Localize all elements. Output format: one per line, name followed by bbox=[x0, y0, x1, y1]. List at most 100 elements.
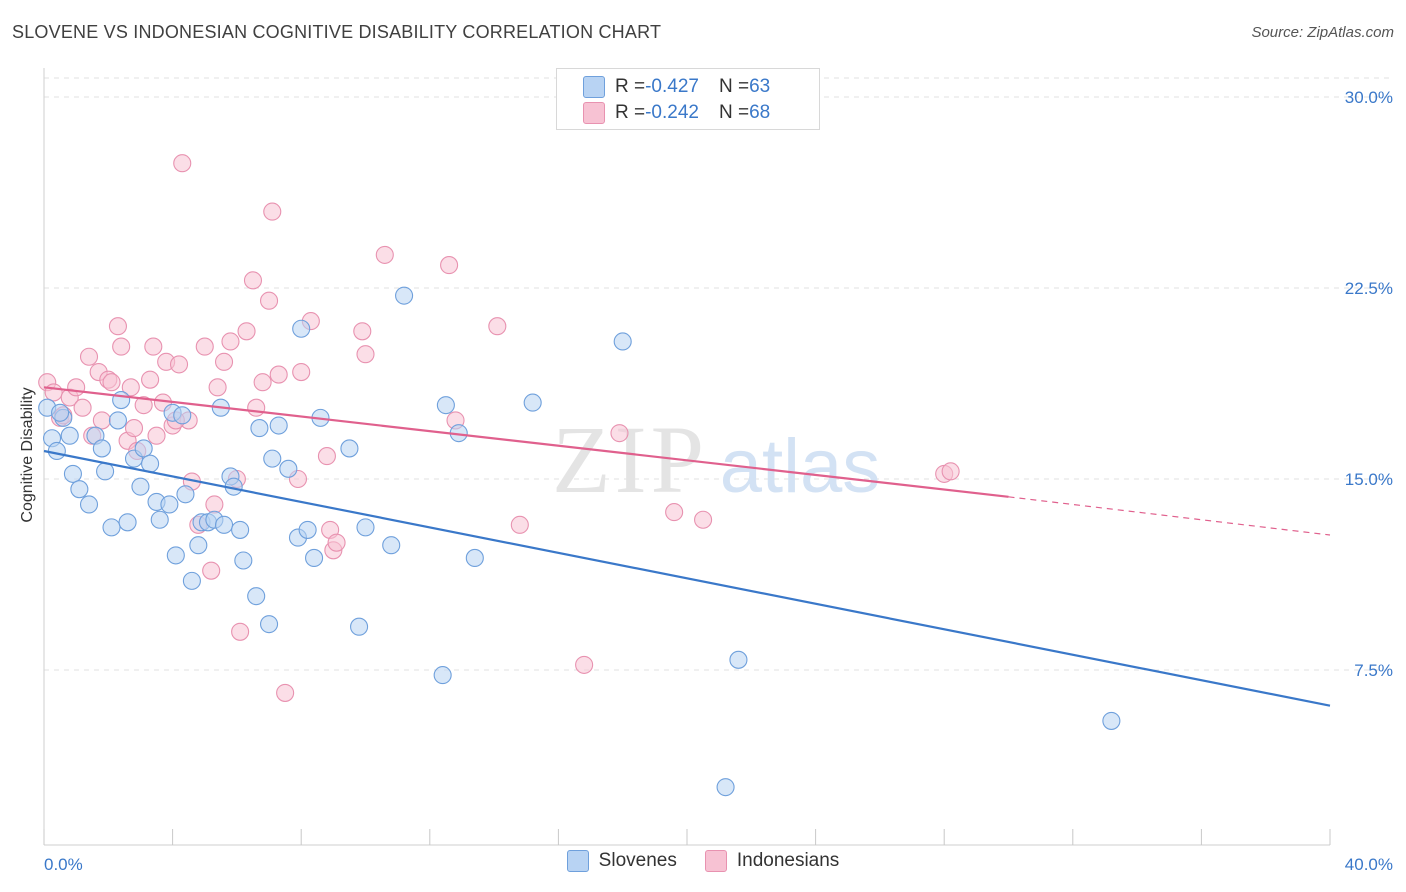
indonesians-point bbox=[375, 245, 394, 264]
y-tick-label: 30.0% bbox=[1345, 88, 1393, 107]
slovenes-point bbox=[214, 515, 234, 534]
slovenes-point bbox=[96, 462, 115, 481]
slovenes-swatch bbox=[583, 76, 605, 98]
slovenes-point bbox=[182, 571, 201, 590]
slovenes-point bbox=[92, 439, 111, 458]
slovenes-point bbox=[160, 495, 179, 514]
indonesians-point bbox=[79, 347, 99, 366]
indonesians-point bbox=[44, 383, 63, 402]
slovenes-point bbox=[60, 426, 79, 445]
slovenes-point bbox=[340, 439, 359, 458]
r-value: -0.427 bbox=[645, 76, 699, 97]
slovenes-point bbox=[523, 393, 542, 412]
slovenes-point bbox=[189, 536, 208, 555]
slovenes-point bbox=[247, 587, 266, 606]
indonesians-point bbox=[276, 683, 295, 702]
indonesians-point bbox=[173, 154, 192, 173]
slovenes-point bbox=[269, 416, 288, 435]
slovenes-point bbox=[173, 406, 192, 425]
indonesians-point bbox=[112, 337, 131, 356]
indonesians-point bbox=[292, 362, 311, 382]
slovenes-point bbox=[176, 485, 195, 504]
gridlines bbox=[44, 77, 1392, 671]
indonesians-point bbox=[208, 378, 227, 397]
indonesians-point bbox=[134, 396, 153, 415]
slovenes-point bbox=[305, 548, 324, 567]
indonesians-trend-line bbox=[43, 386, 1009, 498]
slovenes-point bbox=[279, 459, 298, 478]
slovenes-point bbox=[102, 518, 121, 537]
indonesians-point bbox=[243, 271, 263, 290]
indonesians-point bbox=[259, 291, 279, 310]
slovenes-swatch bbox=[566, 850, 589, 872]
slovenes-point bbox=[613, 332, 632, 351]
slovenes-point bbox=[436, 396, 455, 415]
indonesians-swatch bbox=[583, 102, 605, 124]
legend-label: Slovenes bbox=[598, 850, 677, 871]
indonesians-swatch bbox=[704, 850, 727, 872]
series-legend: Slovenes Indonesians bbox=[0, 850, 1406, 872]
indonesians-point bbox=[108, 317, 127, 336]
slovenes-point bbox=[131, 477, 150, 496]
indonesians-point bbox=[694, 510, 713, 529]
indonesians-point bbox=[440, 256, 459, 275]
indonesians-point bbox=[195, 337, 214, 356]
y-tick-label: 15.0% bbox=[1345, 470, 1393, 489]
slovenes-trend-line bbox=[43, 449, 1331, 707]
indonesians-point bbox=[67, 378, 86, 397]
slovenes-points bbox=[38, 286, 1121, 797]
slovenes-point bbox=[63, 464, 82, 483]
tick-labels: 7.5% 15.0% 22.5% 30.0% 0.0% 40.0% bbox=[44, 88, 1393, 874]
slovenes-point bbox=[47, 441, 66, 461]
indonesians-point bbox=[124, 419, 144, 438]
slovenes-point bbox=[234, 551, 253, 570]
indonesians-point bbox=[317, 447, 336, 466]
slovenes-point bbox=[250, 419, 269, 438]
r-value: -0.242 bbox=[645, 102, 699, 123]
slovenes-point bbox=[465, 548, 484, 567]
slovenes-point bbox=[112, 391, 131, 410]
slovenes-point bbox=[716, 778, 735, 797]
slovenes-point bbox=[70, 480, 89, 499]
indonesians-point bbox=[102, 373, 121, 392]
indonesians-point bbox=[144, 337, 163, 356]
slovenes-point bbox=[382, 536, 401, 555]
slovenes-point bbox=[292, 319, 311, 338]
slovenes-point bbox=[356, 518, 375, 537]
slovenes-point bbox=[263, 449, 282, 468]
indonesians-point bbox=[169, 355, 189, 374]
indonesians-trend-extension bbox=[1008, 496, 1331, 536]
watermark: ZIP atlas bbox=[552, 406, 880, 513]
indonesians-point bbox=[121, 378, 140, 397]
slovenes-point bbox=[259, 615, 279, 634]
x-tick-label-max: 40.0% bbox=[1345, 855, 1393, 874]
legend-item-slovenes: Slovenes bbox=[566, 850, 677, 872]
indonesians-point bbox=[205, 495, 224, 514]
slovenes-point bbox=[108, 411, 127, 430]
slovenes-point bbox=[166, 546, 185, 565]
indonesians-point bbox=[73, 398, 92, 417]
chart-title: SLOVENE VS INDONESIAN COGNITIVE DISABILI… bbox=[12, 22, 662, 42]
indonesians-point bbox=[92, 411, 111, 430]
slovenes-point bbox=[433, 666, 452, 685]
indonesians-point bbox=[221, 332, 240, 351]
indonesians-point bbox=[941, 462, 960, 481]
n-value: 63 bbox=[749, 76, 771, 97]
stats-legend: R = -0.427 N = 63 R = -0.242 N = 68 bbox=[556, 68, 820, 130]
indonesians-point bbox=[665, 503, 684, 522]
slovenes-point bbox=[395, 286, 414, 305]
indonesians-point bbox=[575, 655, 594, 674]
axes bbox=[43, 68, 1331, 846]
legend-label: Indonesians bbox=[736, 850, 840, 871]
n-value: 68 bbox=[749, 102, 771, 123]
slovenes-point bbox=[350, 617, 369, 636]
indonesians-point bbox=[141, 370, 160, 389]
slovenes-point bbox=[118, 513, 137, 532]
legend-row-indonesians: R = -0.242 N = 68 bbox=[583, 101, 770, 125]
indonesians-point bbox=[231, 622, 250, 641]
trend-lines bbox=[43, 386, 1331, 707]
n-label: N = bbox=[718, 102, 750, 123]
slovenes-point bbox=[79, 495, 99, 514]
legend-row-slovenes: R = -0.427 N = 63 bbox=[583, 75, 770, 99]
